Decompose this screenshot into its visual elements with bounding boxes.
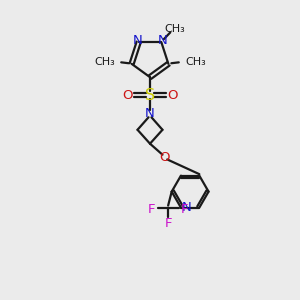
Text: CH₃: CH₃ [164, 25, 185, 34]
Text: N: N [145, 107, 155, 120]
Text: N: N [182, 201, 191, 214]
Text: CH₃: CH₃ [94, 57, 115, 67]
Text: N: N [158, 34, 168, 47]
Text: O: O [122, 88, 133, 101]
Text: N: N [132, 34, 142, 47]
Text: O: O [160, 151, 170, 164]
Text: CH₃: CH₃ [185, 57, 206, 67]
Text: F: F [181, 203, 188, 216]
Text: O: O [167, 88, 178, 101]
Text: S: S [145, 88, 155, 103]
Text: F: F [148, 203, 155, 216]
Text: F: F [164, 217, 172, 230]
